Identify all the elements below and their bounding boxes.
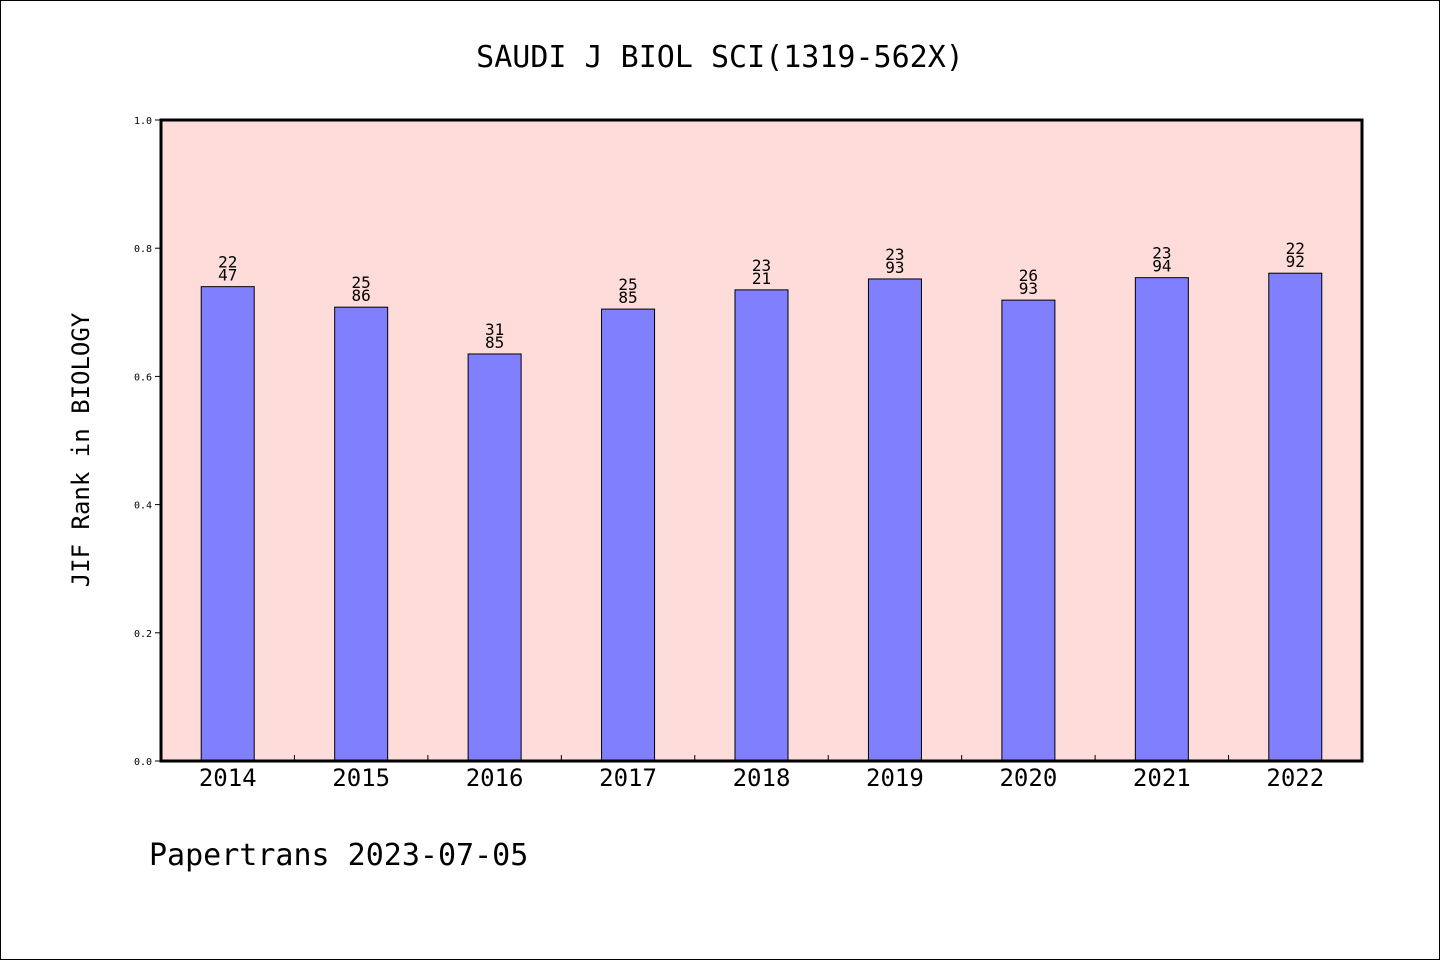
bar-2017 bbox=[601, 308, 656, 762]
x-tick-label-2020: 2020 bbox=[999, 764, 1057, 792]
bar-label-bottom-2020: 93 bbox=[1019, 279, 1038, 298]
footer-text: Papertrans 2023-07-05 bbox=[149, 838, 528, 873]
bar-label-bottom-2014: 47 bbox=[218, 266, 237, 285]
bar-label-top-2017: 25 bbox=[618, 275, 637, 294]
bar-2020 bbox=[1001, 299, 1056, 762]
x-tick-label-2015: 2015 bbox=[332, 764, 390, 792]
x-tick-label-2021: 2021 bbox=[1133, 764, 1191, 792]
y-tick-label: 0.0 bbox=[134, 757, 152, 768]
bar-2015 bbox=[334, 306, 389, 762]
bar-2018 bbox=[734, 289, 789, 762]
bar-label-top-2022: 22 bbox=[1286, 239, 1305, 258]
y-ticks-group: 0.0 0.2 0.4 0.6 0.8 1.0 bbox=[134, 116, 161, 768]
bar-label-bottom-2016: 85 bbox=[485, 333, 504, 352]
x-tick-label-2016: 2016 bbox=[466, 764, 524, 792]
bar-label-bottom-2018: 21 bbox=[752, 269, 771, 288]
bar-label-top-2014: 22 bbox=[218, 253, 237, 272]
x-tick-label-2019: 2019 bbox=[866, 764, 924, 792]
bar-2019 bbox=[867, 278, 922, 762]
x-tick-label-2018: 2018 bbox=[733, 764, 791, 792]
bar-label-bottom-2021: 94 bbox=[1152, 257, 1171, 276]
bar-label-top-2021: 23 bbox=[1152, 244, 1171, 263]
bar-label-top-2020: 26 bbox=[1019, 266, 1038, 285]
bars-group bbox=[200, 272, 1323, 762]
bar-2022 bbox=[1268, 272, 1323, 762]
bar-label-top-2018: 23 bbox=[752, 256, 771, 275]
bar-label-top-2019: 23 bbox=[885, 245, 904, 264]
plot-border bbox=[159, 118, 1364, 763]
bar-label-bottom-2022: 92 bbox=[1286, 252, 1305, 271]
y-axis-label: JIF Rank in BIOLOGY bbox=[67, 312, 95, 587]
y-tick-label: 0.4 bbox=[134, 501, 152, 512]
bar-label-top-2016: 31 bbox=[485, 320, 504, 339]
bar-2014 bbox=[200, 286, 255, 762]
chart-title: SAUDI J BIOL SCI(1319-562X) bbox=[476, 40, 964, 75]
bar-label-bottom-2019: 93 bbox=[885, 258, 904, 277]
bar-label-top-2015: 25 bbox=[352, 273, 371, 292]
x-tick-label-2014: 2014 bbox=[199, 764, 257, 792]
y-tick-label: 0.2 bbox=[134, 629, 152, 640]
x-tick-label-2022: 2022 bbox=[1266, 764, 1324, 792]
y-tick-label: 0.8 bbox=[134, 244, 152, 255]
bar-label-bottom-2017: 85 bbox=[618, 288, 637, 307]
bar-label-bottom-2015: 86 bbox=[352, 286, 371, 305]
bar-2021 bbox=[1134, 277, 1189, 762]
x-ticks-group: 2014 2015 2016 2017 2018 2019 2020 2021 2022 bbox=[199, 755, 1324, 792]
x-tick-label-2017: 2017 bbox=[599, 764, 657, 792]
y-tick-label: 0.6 bbox=[134, 372, 152, 383]
bar-2016 bbox=[467, 353, 522, 762]
y-tick-label: 1.0 bbox=[134, 116, 152, 127]
